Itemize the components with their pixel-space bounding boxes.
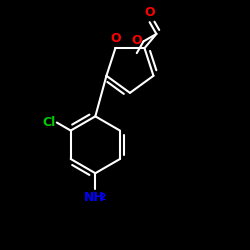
Text: O: O [110,32,121,45]
Text: O: O [144,6,155,19]
Text: 2: 2 [99,193,105,202]
Text: NH: NH [84,191,104,204]
Text: Cl: Cl [42,116,56,129]
Text: O: O [131,34,141,47]
